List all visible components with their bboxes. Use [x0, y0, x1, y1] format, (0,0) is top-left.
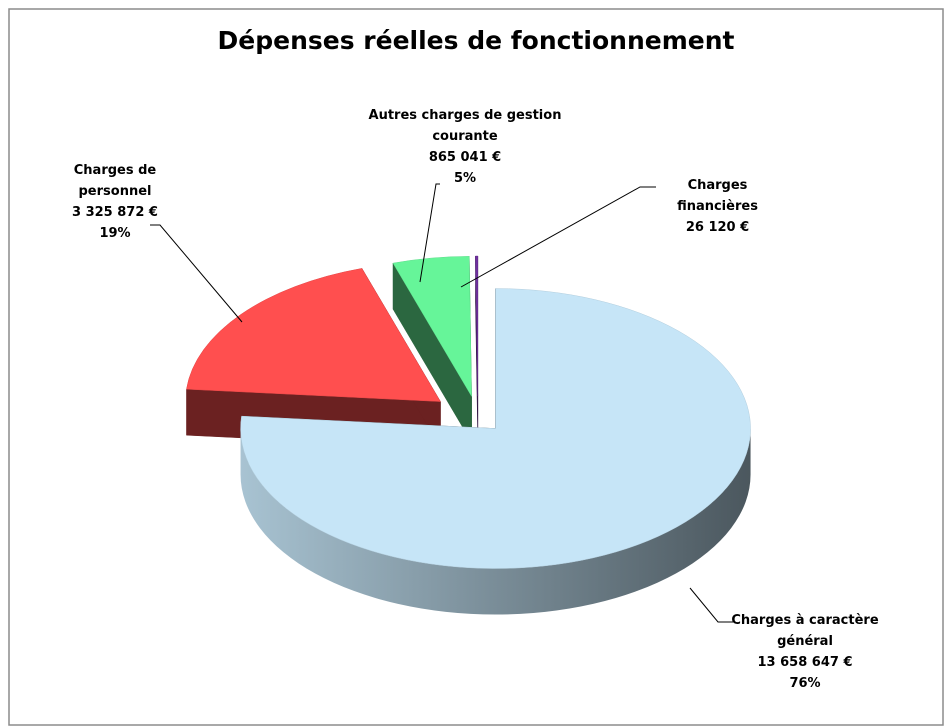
data-label: Charges à caractère général 13 658 647 € 7… [730, 610, 880, 694]
label-category: Charges de personnel [73, 163, 157, 199]
label-value: 3 325 872 € [72, 205, 158, 220]
leader-line [419, 183, 440, 283]
label-percent: 19% [99, 226, 131, 241]
leader-line [460, 186, 656, 288]
leader-line [689, 587, 733, 623]
label-value: 26 120 € [685, 220, 750, 235]
slice [186, 268, 441, 402]
label-percent: 76% [789, 676, 821, 691]
data-label: Charges financières 26 120 € [650, 175, 785, 238]
label-category: Charges financières [677, 178, 758, 214]
slice-side [240, 428, 751, 615]
data-label: Autres charges de gestion courante 865 04… [365, 105, 565, 189]
label-category: Autres charges de gestion courante [368, 108, 562, 144]
slice [475, 255, 479, 397]
leader-line [150, 224, 243, 323]
slice [240, 288, 751, 569]
data-label: Charges de personnel 3 325 872 € 19% [40, 160, 190, 244]
slice [392, 256, 472, 398]
label-value: 13 658 647 € [757, 655, 853, 670]
chart-title: Dépenses réelles de fonctionnement [217, 26, 735, 55]
label-percent: 5% [453, 171, 477, 186]
label-category: Charges à caractère général [731, 613, 879, 649]
label-value: 865 041 € [428, 150, 502, 165]
